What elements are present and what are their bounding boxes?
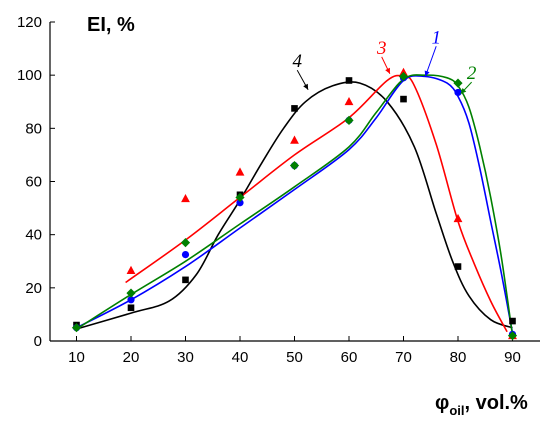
series-3-point [235, 167, 245, 176]
series-2-point [180, 238, 191, 248]
series-2-point [398, 71, 409, 82]
series-3-point [126, 265, 136, 274]
y-tick-label: 80 [25, 120, 42, 137]
x-axis-title-main: φ [435, 392, 449, 414]
series-2-point [507, 331, 518, 341]
x-tick-label: 50 [286, 349, 303, 366]
series-3-point [181, 193, 190, 203]
series-1-point [454, 88, 462, 97]
series-4-point [345, 77, 353, 84]
series-4-curve [76, 81, 513, 330]
series-1-point [181, 251, 190, 259]
x-tick-label: 20 [123, 349, 140, 366]
x-tick-label: 30 [177, 349, 194, 366]
y-tick-label: 60 [25, 174, 42, 191]
x-tick-label: 60 [341, 349, 358, 366]
y-axis-title: EI, % [87, 14, 135, 36]
series-3-point [344, 96, 354, 106]
series-3-point [290, 135, 299, 144]
series-3-curve [125, 74, 508, 333]
series-4-point [509, 317, 516, 325]
y-tick-label: 0 [34, 333, 42, 350]
x-axis-title: φoil, vol.% [435, 392, 528, 418]
series-2-point [235, 192, 245, 203]
x-axis-title-tail: , vol.% [464, 392, 528, 414]
series-4-point [127, 304, 135, 312]
curve-label-2: 2 [467, 63, 477, 84]
y-tick-label: 40 [25, 227, 42, 244]
x-tick-label: 90 [504, 349, 521, 366]
x-tick-label: 70 [395, 349, 412, 366]
x-tick-label: 40 [232, 349, 249, 366]
series-4-point [400, 95, 407, 103]
x-tick-label: 80 [450, 349, 467, 366]
series-2-point [453, 78, 463, 88]
series-2-curve [76, 74, 514, 336]
y-tick-label: 20 [25, 280, 42, 297]
x-axis-title-sub: oil [449, 403, 464, 418]
x-tick-label: 10 [68, 349, 85, 366]
series-4-point [182, 276, 189, 284]
curve-labels: 1 2 3 4 [292, 27, 477, 95]
curve-label-1: 1 [431, 27, 441, 48]
series-4-point [454, 263, 462, 270]
series-2-point [126, 288, 136, 298]
ticks: 10 20 30 40 50 60 70 80 90 0 20 40 60 80 100 120 [17, 14, 521, 366]
series-2-point [344, 115, 354, 125]
y-tick-label: 100 [17, 67, 42, 84]
curve-label-3-arrowhead [385, 67, 390, 74]
series-3-point [453, 213, 463, 223]
curve-label-4: 4 [292, 51, 302, 72]
curve-label-2-arrowhead [460, 88, 467, 94]
series-1-curve [76, 74, 514, 334]
curves [76, 74, 514, 336]
series-2-point [289, 160, 300, 171]
curve-label-1-arrowhead [424, 70, 430, 77]
series-4-point [291, 105, 298, 112]
series-2-point [71, 323, 82, 333]
series-1-point [236, 199, 244, 207]
series-1-point [127, 296, 135, 304]
series-3-point [399, 67, 408, 76]
markers [71, 67, 518, 341]
curve-label-4-arrowhead [303, 83, 309, 90]
curve-label-3: 3 [376, 38, 387, 59]
y-tick-label: 120 [17, 14, 42, 31]
